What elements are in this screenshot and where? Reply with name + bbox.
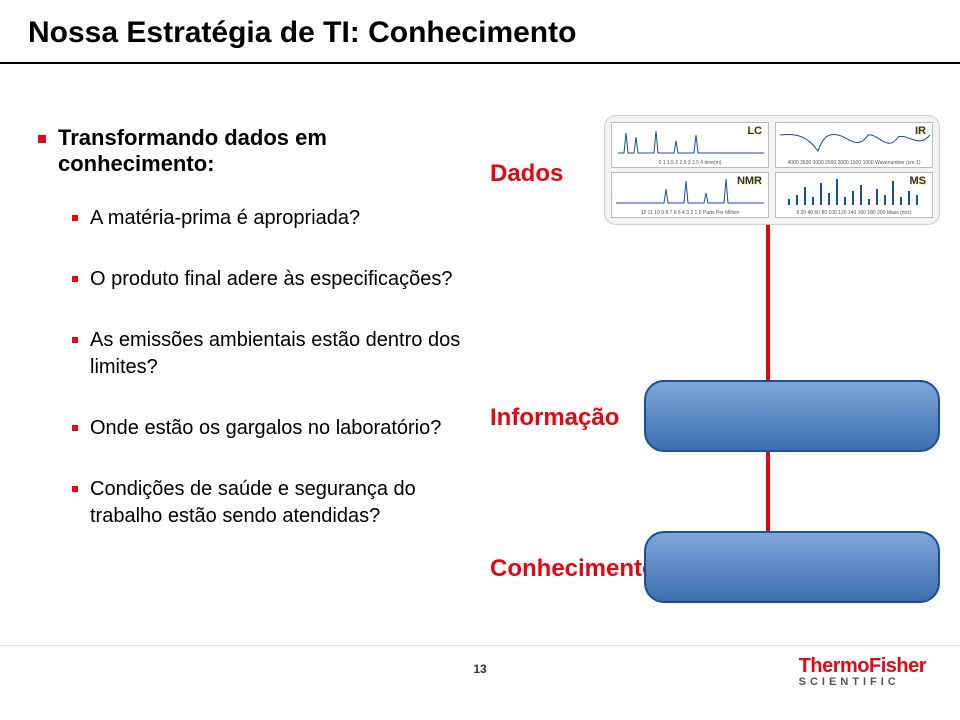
- spectrum-nmr-plot: [614, 177, 768, 207]
- bullet-sub: As emissões ambientais estão dentro dos …: [72, 327, 468, 381]
- spectrum-ms: MS 0 20 40 60 80 100 120 140 160 180 200…: [775, 172, 933, 218]
- bullet-square-icon: [72, 486, 78, 492]
- bullet-main: Transformando dados em conhecimento:: [38, 125, 468, 177]
- bullet-sub-text: A matéria-prima é apropriada?: [90, 205, 360, 232]
- spectrum-axis: 0 1 1.5 2 2.5 3 3.5 4 time(m): [616, 160, 764, 166]
- dados-label: Dados: [490, 160, 563, 188]
- bullet-sub-text: Onde estão os gargalos no laboratório?: [90, 415, 441, 442]
- bullet-sub: O produto final adere às especificações?: [72, 266, 468, 293]
- logo-top-text: ThermoFisher: [799, 655, 926, 678]
- spectrum-nmr: NMR 12 11 10 9 8 7 6 5 4 3 2 1 0 Parts P…: [611, 172, 769, 218]
- bullet-square-icon: [38, 135, 46, 143]
- bullet-square-icon: [72, 215, 78, 221]
- title-underline: [0, 62, 960, 64]
- slide-title: Nossa Estratégia de TI: Conhecimento: [28, 16, 576, 50]
- spectra-panel: LC 0 1 1.5 2 2.5 3 3.5 4 time(m) IR 4000…: [604, 115, 940, 225]
- spectrum-axis: 12 11 10 9 8 7 6 5 4 3 2 1 0 Parts Per M…: [616, 210, 764, 216]
- spectrum-axis: 0 20 40 60 80 100 120 140 160 180 200 Ma…: [780, 210, 928, 216]
- bullet-sub-text: Condições de saúde e segurança do trabal…: [90, 476, 468, 530]
- bullet-list: Transformando dados em conhecimento: A m…: [38, 125, 468, 564]
- bullet-square-icon: [72, 425, 78, 431]
- spectrum-axis: 4000 3500 3000 2500 2000 1500 1000 Waven…: [780, 160, 928, 166]
- conhecimento-pill: [644, 531, 940, 603]
- bullet-sub: Condições de saúde e segurança do trabal…: [72, 476, 468, 530]
- slide: Nossa Estratégia de TI: Conhecimento Tra…: [0, 0, 960, 720]
- spectrum-lc: LC 0 1 1.5 2 2.5 3 3.5 4 time(m): [611, 122, 769, 168]
- conhecimento-label: Conhecimento: [490, 555, 657, 583]
- bullet-square-icon: [72, 337, 78, 343]
- bullet-sub: Onde estão os gargalos no laboratório?: [72, 415, 468, 442]
- page-number: 13: [473, 662, 486, 676]
- info-pill: [644, 380, 940, 452]
- info-label: Informação: [490, 404, 619, 432]
- spectrum-ir: IR 4000 3500 3000 2500 2000 1500 1000 Wa…: [775, 122, 933, 168]
- spectrum-lc-plot: [614, 127, 768, 157]
- spectrum-ir-plot: [778, 127, 932, 157]
- bullet-sub: A matéria-prima é apropriada?: [72, 205, 468, 232]
- bullet-square-icon: [72, 276, 78, 282]
- bullet-sub-text: O produto final adere às especificações?: [90, 266, 452, 293]
- bullet-main-text: Transformando dados em conhecimento:: [58, 125, 468, 177]
- connector-line: [766, 225, 770, 380]
- brand-logo: ThermoFisher SCIENTIFIC: [799, 655, 926, 688]
- connector-line: [766, 452, 770, 531]
- spectrum-ms-plot: [778, 177, 932, 207]
- footer-divider: [0, 645, 960, 646]
- bullet-sub-text: As emissões ambientais estão dentro dos …: [90, 327, 468, 381]
